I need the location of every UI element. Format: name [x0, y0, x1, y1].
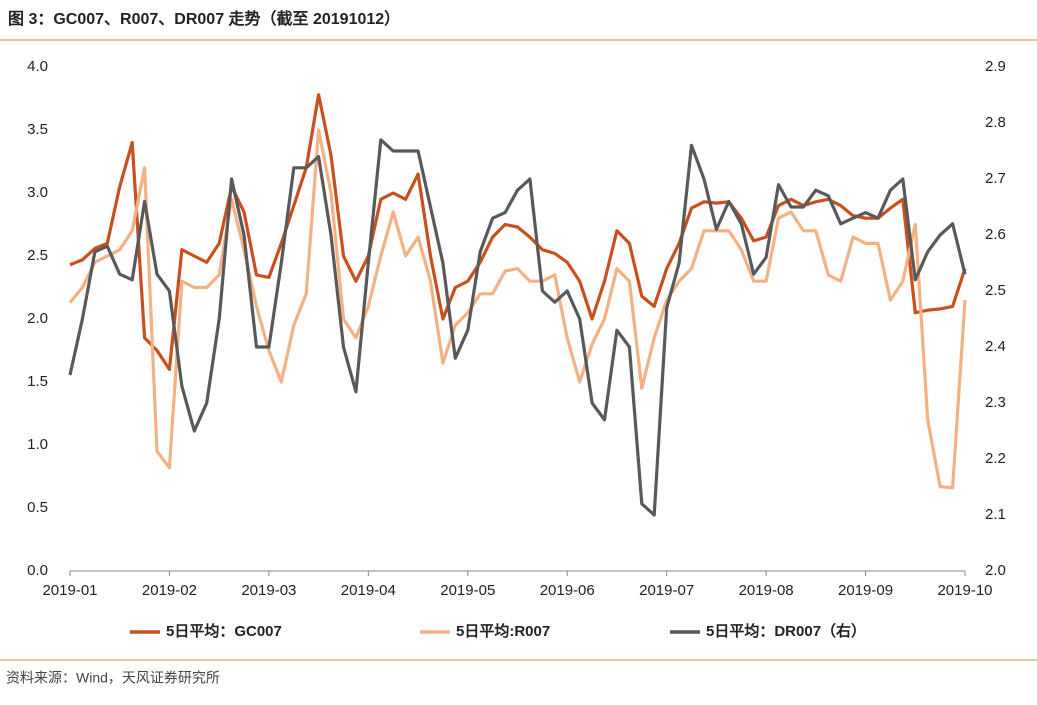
x-tick-label: 2019-09: [838, 582, 893, 599]
x-tick-label: 2019-08: [739, 582, 794, 599]
y2ticks-label: 2.0: [985, 562, 1006, 579]
x-tick-label: 2019-10: [937, 582, 992, 599]
yticks-label: 1.5: [27, 373, 48, 390]
y2ticks-label: 2.7: [985, 170, 1006, 187]
yticks-label: 2.0: [27, 310, 48, 327]
legend-label: 5日平均：GC007: [166, 622, 282, 640]
yticks-label: 3.0: [27, 184, 48, 201]
legend-label: 5日平均：DR007（右）: [706, 622, 866, 640]
y2ticks-label: 2.4: [985, 338, 1006, 355]
y2ticks-label: 2.8: [985, 114, 1006, 131]
yticks-label: 4.0: [27, 58, 48, 75]
x-tick-label: 2019-05: [440, 582, 495, 599]
x-tick-label: 2019-03: [241, 582, 296, 599]
y2ticks-label: 2.6: [985, 226, 1006, 243]
yticks-label: 3.5: [27, 121, 48, 138]
series-line: [69, 93, 967, 371]
series-line: [68, 128, 967, 490]
x-tick-label: 2019-02: [142, 582, 197, 599]
x-tick-label: 2019-04: [341, 582, 396, 599]
series-line: [68, 138, 967, 517]
x-tick-label: 2019-06: [540, 582, 595, 599]
y2ticks-label: 2.9: [985, 58, 1006, 75]
source: 资料来源：Wind，天风证券研究所: [6, 670, 220, 686]
yticks-label: 1.0: [27, 436, 48, 453]
legend-label: 5日平均:R007: [456, 622, 550, 640]
yticks-label: 2.5: [27, 247, 48, 264]
y2ticks-label: 2.3: [985, 394, 1006, 411]
y2ticks-label: 2.5: [985, 282, 1006, 299]
y2ticks-label: 2.1: [985, 506, 1006, 523]
yticks-label: 0.5: [27, 499, 48, 516]
yticks-label: 0.0: [27, 562, 48, 579]
x-tick-label: 2019-07: [639, 582, 694, 599]
chart-title: 图 3：GC007、R007、DR007 走势（截至 20191012）: [8, 9, 400, 28]
x-tick-label: 2019-01: [42, 582, 97, 599]
y2ticks-label: 2.2: [985, 450, 1006, 467]
